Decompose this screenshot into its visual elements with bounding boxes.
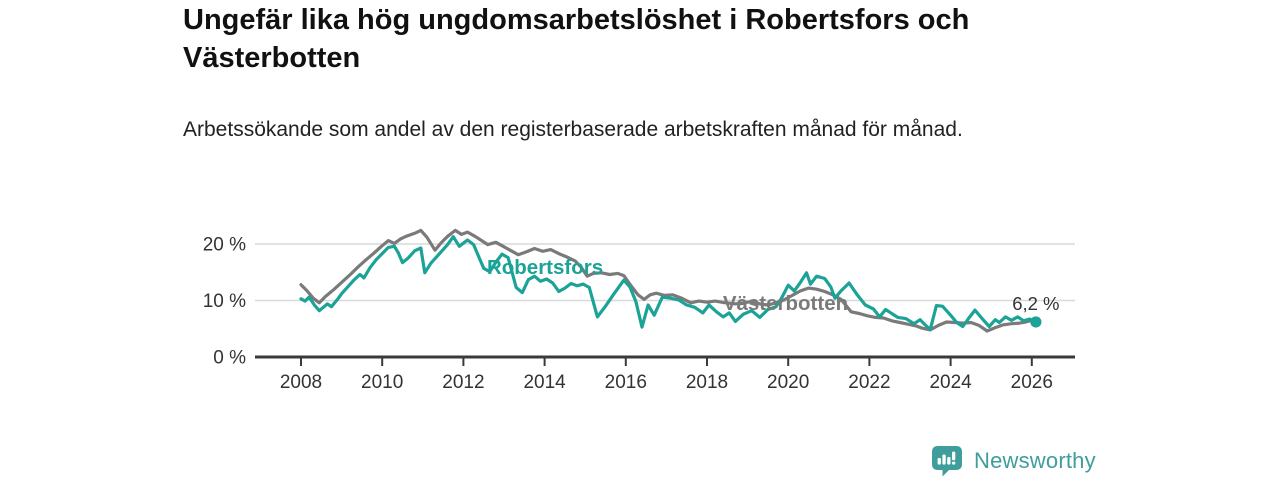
unemployment-line-chart-svg: 0 % 10 % 20 % 2008 2010 2012 2014 2016 2018 2020 2… [203, 228, 1075, 393]
series-line-västerbotten [299, 228, 1034, 333]
newsworthy-bars-icon [932, 446, 962, 477]
series-end-value-label: 6,2 % [1012, 293, 1059, 314]
y-axis-tick-label: 0 % [213, 348, 246, 369]
chart-title: Ungefär lika hög ungdomsarbetslöshet i R… [183, 4, 970, 74]
x-axis-tick-label: 2020 [767, 372, 809, 393]
x-axis-tick-label: 2012 [442, 372, 484, 393]
series-line-robertsfors [299, 235, 1038, 331]
chart-subtitle: Arbetssökande som andel av den registerb… [183, 118, 963, 141]
x-axis-tick-label: 2008 [280, 372, 322, 393]
x-axis-tick-label: 2018 [686, 372, 728, 393]
series-end-dot [1030, 316, 1042, 328]
y-axis-tick-label: 10 % [203, 291, 246, 312]
line-chart: 0 % 10 % 20 % 2008 2010 2012 2014 2016 2018 2020 2… [180, 218, 1080, 396]
x-axis-tick-label: 2010 [361, 372, 403, 393]
x-axis-tick-label: 2022 [848, 372, 890, 393]
x-axis-tick-label: 2014 [523, 372, 566, 393]
series-label-västerbotten: Västerbotten [723, 292, 848, 315]
series-label-robertsfors: Robertsfors [487, 256, 603, 279]
newsworthy-brand: Newsworthy [930, 444, 1096, 478]
x-axis-tick-label: 2016 [605, 372, 647, 393]
x-axis-tick-label: 2024 [929, 372, 972, 393]
x-axis-tick-label: 2026 [1011, 372, 1053, 393]
brand-name: Newsworthy [974, 448, 1096, 473]
y-axis-tick-label: 20 % [203, 235, 246, 256]
